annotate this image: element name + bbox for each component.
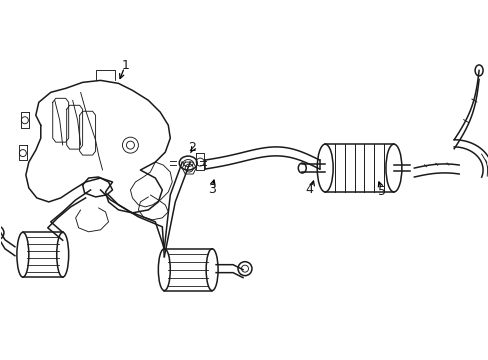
Text: 2: 2 [188,141,196,154]
Text: 5: 5 [378,185,386,198]
Text: 3: 3 [208,184,216,197]
Text: 1: 1 [122,59,129,72]
Text: 4: 4 [305,184,313,197]
